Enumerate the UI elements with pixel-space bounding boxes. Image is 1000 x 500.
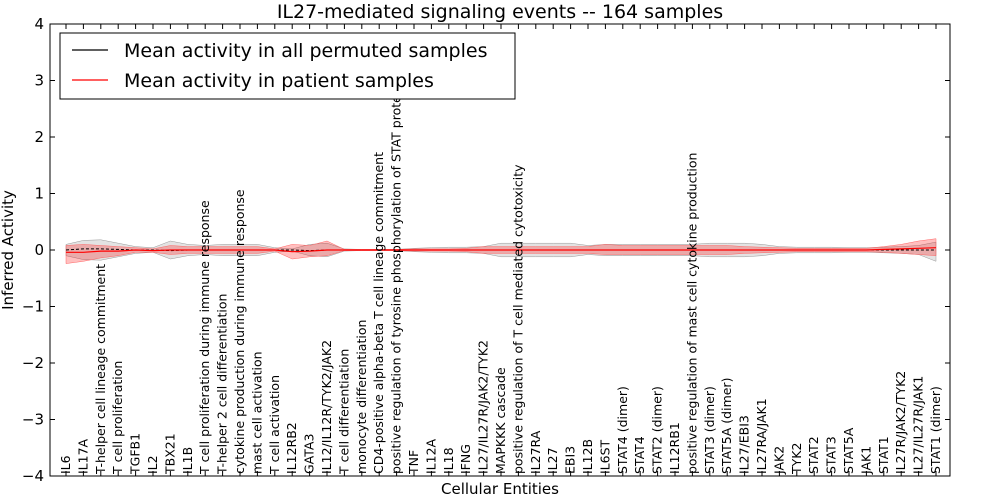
x-tick-label: positive regulation of T cell mediated c…: [510, 164, 525, 474]
x-axis: IL6 IL17A T-helper cell lineage commitment…: [58, 24, 943, 476]
x-tick-label: IL12B: [580, 439, 595, 474]
x-tick-label: T cell activation: [267, 375, 282, 475]
x-tick-label: STAT3 (dimer): [702, 386, 717, 474]
y-axis-label: Inferred Activity: [0, 190, 17, 310]
y-tick-label: −4: [22, 467, 44, 485]
x-tick-label: IL27RA/JAK1: [754, 398, 769, 474]
series-lines: [65, 247, 937, 253]
chart-title: IL27-mediated signaling events -- 164 sa…: [277, 1, 723, 23]
x-tick-label: IL18: [441, 447, 456, 474]
x-tick-label: T cell proliferation: [110, 361, 125, 475]
x-tick-label: IL1B: [180, 447, 195, 474]
y-tick-label: −1: [22, 298, 44, 316]
y-axis: −4 −3 −2 −1 0 1 2 3 4: [22, 15, 950, 485]
x-tick-label: STAT5A (dimer): [719, 378, 734, 474]
legend-box: [59, 32, 516, 100]
x-tick-label: IL27/EBI3: [737, 415, 752, 474]
x-tick-label: STAT3: [824, 436, 839, 474]
x-tick-label: IL27R/JAK2/TYK2: [893, 371, 908, 474]
x-tick-label: IL6: [58, 455, 73, 474]
y-tick-label: 0: [34, 241, 44, 259]
x-tick-label: GATA3: [302, 434, 317, 474]
y-tick-label: 1: [34, 185, 44, 203]
x-tick-label: TYK2: [789, 443, 804, 475]
y-tick-label: −3: [22, 411, 44, 429]
x-tick-label: TNF: [406, 450, 421, 475]
x-tick-label: positive regulation of mast cell cytokin…: [684, 153, 699, 474]
y-tick-label: 2: [34, 128, 44, 146]
x-tick-label: T cell proliferation during immune respo…: [197, 200, 212, 475]
x-tick-label: T-helper 2 cell differentiation: [215, 294, 230, 475]
x-tick-label: IL27/IL27R/JAK1: [911, 376, 926, 474]
x-tick-label: EBI3: [563, 446, 578, 474]
x-tick-label: IL27: [545, 447, 560, 474]
y-tick-label: 4: [34, 15, 44, 33]
legend: Mean activity in all permuted samples Me…: [59, 32, 516, 100]
legend-label-patient: Mean activity in patient samples: [124, 70, 434, 92]
x-tick-label: IL12A: [423, 438, 438, 474]
x-tick-label: IL27RA: [528, 430, 543, 474]
x-tick-label: mast cell activation: [249, 351, 264, 474]
x-tick-label: STAT1: [876, 436, 891, 474]
x-tick-label: monocyte differentiation: [354, 320, 369, 474]
line-series-1: [66, 247, 937, 253]
x-tick-label: IL12RB1: [667, 422, 682, 474]
x-tick-label: STAT4 (dimer): [615, 386, 630, 474]
x-axis-label: Cellular Entities: [441, 480, 559, 498]
x-tick-label: STAT5A: [841, 427, 856, 474]
x-tick-label: positive regulation of tyrosine phosphor…: [389, 84, 404, 474]
legend-label-permuted: Mean activity in all permuted samples: [124, 40, 487, 62]
x-tick-label: T cell differentiation: [336, 349, 351, 475]
x-tick-label: IL27/IL27R/JAK2/TYK2: [476, 340, 491, 474]
x-tick-label: IL6ST: [597, 439, 612, 474]
y-tick-label: −2: [22, 354, 44, 372]
x-tick-label: JAK1: [858, 446, 873, 475]
x-tick-label: IL2: [145, 455, 160, 474]
y-tick-label: 3: [34, 72, 44, 90]
x-tick-label: TBX21: [162, 433, 177, 475]
x-tick-label: STAT4: [632, 436, 647, 474]
x-tick-label: MAPKKK cascade: [493, 367, 508, 474]
x-tick-label: JAK2: [771, 446, 786, 475]
x-tick-label: CD4-positive alpha-beta T cell lineage c…: [371, 152, 386, 474]
x-tick-label: IL17A: [75, 438, 90, 474]
x-tick-label: IL12/IL12R/TYK2/JAK2: [319, 340, 334, 474]
x-tick-label: cytokine production during immune respon…: [232, 189, 247, 474]
x-tick-label: TGFB1: [128, 433, 143, 475]
x-tick-label: STAT2: [806, 436, 821, 474]
x-tick-label: T-helper cell lineage commitment: [93, 264, 108, 475]
x-tick-label: IL12RB2: [284, 422, 299, 474]
x-tick-label: STAT2 (dimer): [650, 386, 665, 474]
x-tick-label: STAT1 (dimer): [928, 386, 943, 474]
x-tick-label: IFNG: [458, 444, 473, 474]
